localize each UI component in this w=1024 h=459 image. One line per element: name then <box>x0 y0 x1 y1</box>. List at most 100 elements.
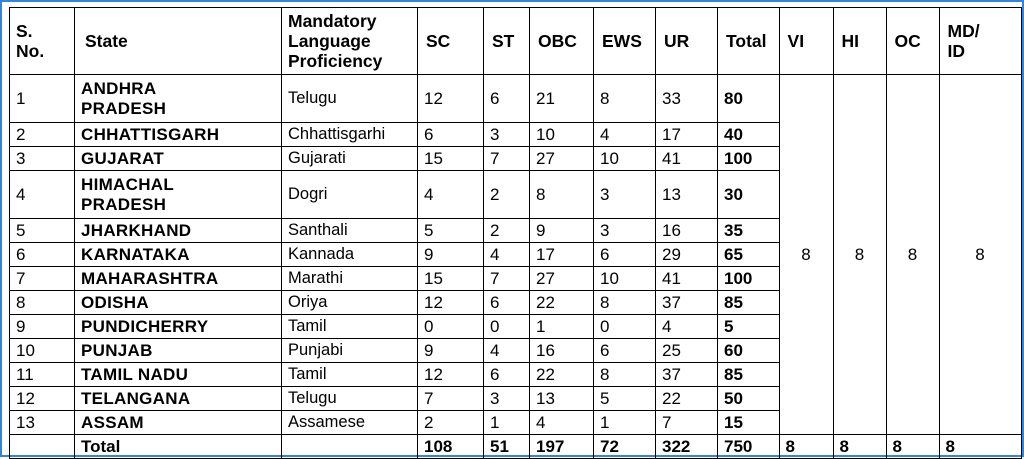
cell-st: 6 <box>483 74 530 123</box>
cell-st: 4 <box>483 338 530 363</box>
cell-ur: 37 <box>655 362 718 387</box>
cell-state: MAHARASHTRA <box>74 266 282 291</box>
total-row: Total 108 51 197 72 322 750 8 8 8 8 <box>9 434 1022 459</box>
cell-ur: 29 <box>655 242 718 267</box>
header-row: S. No. State Mandatory Language Proficie… <box>9 7 1022 75</box>
header-oc: OC <box>885 7 940 75</box>
cell-oc-merged: 8 <box>885 74 940 435</box>
cell-language: Assamese <box>281 410 418 435</box>
cell-sno: 12 <box>9 386 75 411</box>
cell-sc: 9 <box>417 242 484 267</box>
cell-sc: 2 <box>417 410 484 435</box>
cell-sno: 6 <box>9 242 75 267</box>
cell-total: 100 <box>717 146 780 171</box>
cell-state: CHHATTISGARH <box>74 122 282 147</box>
header-ews: EWS <box>593 7 656 75</box>
cell-total: 85 <box>717 290 780 315</box>
table-row: 9 PUNDICHERRY Tamil 0 0 1 0 4 5 <box>9 314 1022 339</box>
table-row: 2 CHHATTISGARH Chhattisgarhi 6 3 10 4 17… <box>9 122 1022 147</box>
cell-state: TELANGANA <box>74 386 282 411</box>
cell-obc: 21 <box>529 74 594 123</box>
cell-sno: 4 <box>9 170 75 219</box>
cell-sc: 0 <box>417 314 484 339</box>
cell-language: Telugu <box>281 386 418 411</box>
cell-sc: 12 <box>417 362 484 387</box>
cell-sc: 5 <box>417 218 484 243</box>
cell-total-oc: 8 <box>885 434 940 459</box>
cell-total: 5 <box>717 314 780 339</box>
cell-state: HIMACHAL PRADESH <box>74 170 282 219</box>
cell-obc: 22 <box>529 290 594 315</box>
cell-language: Tamil <box>281 362 418 387</box>
cell-state: JHARKHAND <box>74 218 282 243</box>
cell-total-obc: 197 <box>529 434 594 459</box>
cell-st: 2 <box>483 170 530 219</box>
cell-ews: 6 <box>593 242 656 267</box>
cell-st: 6 <box>483 362 530 387</box>
cell-obc: 27 <box>529 266 594 291</box>
cell-sno: 3 <box>9 146 75 171</box>
cell-st: 1 <box>483 410 530 435</box>
cell-st: 3 <box>483 386 530 411</box>
cell-ews: 5 <box>593 386 656 411</box>
cell-ur: 33 <box>655 74 718 123</box>
cell-total-total: 750 <box>717 434 780 459</box>
cell-total-st: 51 <box>483 434 530 459</box>
cell-sno: 1 <box>9 74 75 123</box>
cell-state: ASSAM <box>74 410 282 435</box>
cell-sno: 11 <box>9 362 75 387</box>
cell-sno: 7 <box>9 266 75 291</box>
vacancy-table: S. No. State Mandatory Language Proficie… <box>9 7 1022 459</box>
cell-obc: 9 <box>529 218 594 243</box>
cell-ur: 22 <box>655 386 718 411</box>
cell-language: Gujarati <box>281 146 418 171</box>
cell-ews: 10 <box>593 146 656 171</box>
cell-obc: 1 <box>529 314 594 339</box>
cell-language: Kannada <box>281 242 418 267</box>
cell-obc: 16 <box>529 338 594 363</box>
cell-state: PUNJAB <box>74 338 282 363</box>
table-row: 5 JHARKHAND Santhali 5 2 9 3 16 35 <box>9 218 1022 243</box>
cell-obc: 22 <box>529 362 594 387</box>
cell-ews: 10 <box>593 266 656 291</box>
cell-st: 2 <box>483 218 530 243</box>
cell-total: 15 <box>717 410 780 435</box>
cell-sno: 13 <box>9 410 75 435</box>
cell-mdid-merged: 8 <box>938 74 1022 435</box>
cell-obc: 13 <box>529 386 594 411</box>
table-row: 11 TAMIL NADU Tamil 12 6 22 8 37 85 <box>9 362 1022 387</box>
cell-language: Telugu <box>281 74 418 123</box>
cell-language: Santhali <box>281 218 418 243</box>
cell-total-hi: 8 <box>832 434 887 459</box>
header-ur: UR <box>655 7 718 75</box>
cell-st: 7 <box>483 266 530 291</box>
cell-language: Tamil <box>281 314 418 339</box>
cell-total-sno <box>9 434 75 459</box>
cell-ews: 8 <box>593 362 656 387</box>
cell-ews: 3 <box>593 218 656 243</box>
cell-state: PUNDICHERRY <box>74 314 282 339</box>
header-obc: OBC <box>529 7 594 75</box>
cell-ews: 3 <box>593 170 656 219</box>
cell-ews: 6 <box>593 338 656 363</box>
table-row: 12 TELANGANA Telugu 7 3 13 5 22 50 <box>9 386 1022 411</box>
cell-ur: 41 <box>655 266 718 291</box>
cell-sc: 15 <box>417 266 484 291</box>
cell-total-label: Total <box>74 434 282 459</box>
cell-obc: 17 <box>529 242 594 267</box>
header-vi: VI <box>778 7 834 75</box>
cell-state: KARNATAKA <box>74 242 282 267</box>
cell-sno: 8 <box>9 290 75 315</box>
cell-ews: 8 <box>593 74 656 123</box>
cell-state: TAMIL NADU <box>74 362 282 387</box>
cell-sc: 4 <box>417 170 484 219</box>
cell-language: Dogri <box>281 170 418 219</box>
cell-ews: 1 <box>593 410 656 435</box>
header-total: Total <box>717 7 780 75</box>
cell-obc: 10 <box>529 122 594 147</box>
cell-total-sc: 108 <box>417 434 484 459</box>
cell-total: 65 <box>717 242 780 267</box>
cell-ur: 41 <box>655 146 718 171</box>
cell-total-ews: 72 <box>593 434 656 459</box>
